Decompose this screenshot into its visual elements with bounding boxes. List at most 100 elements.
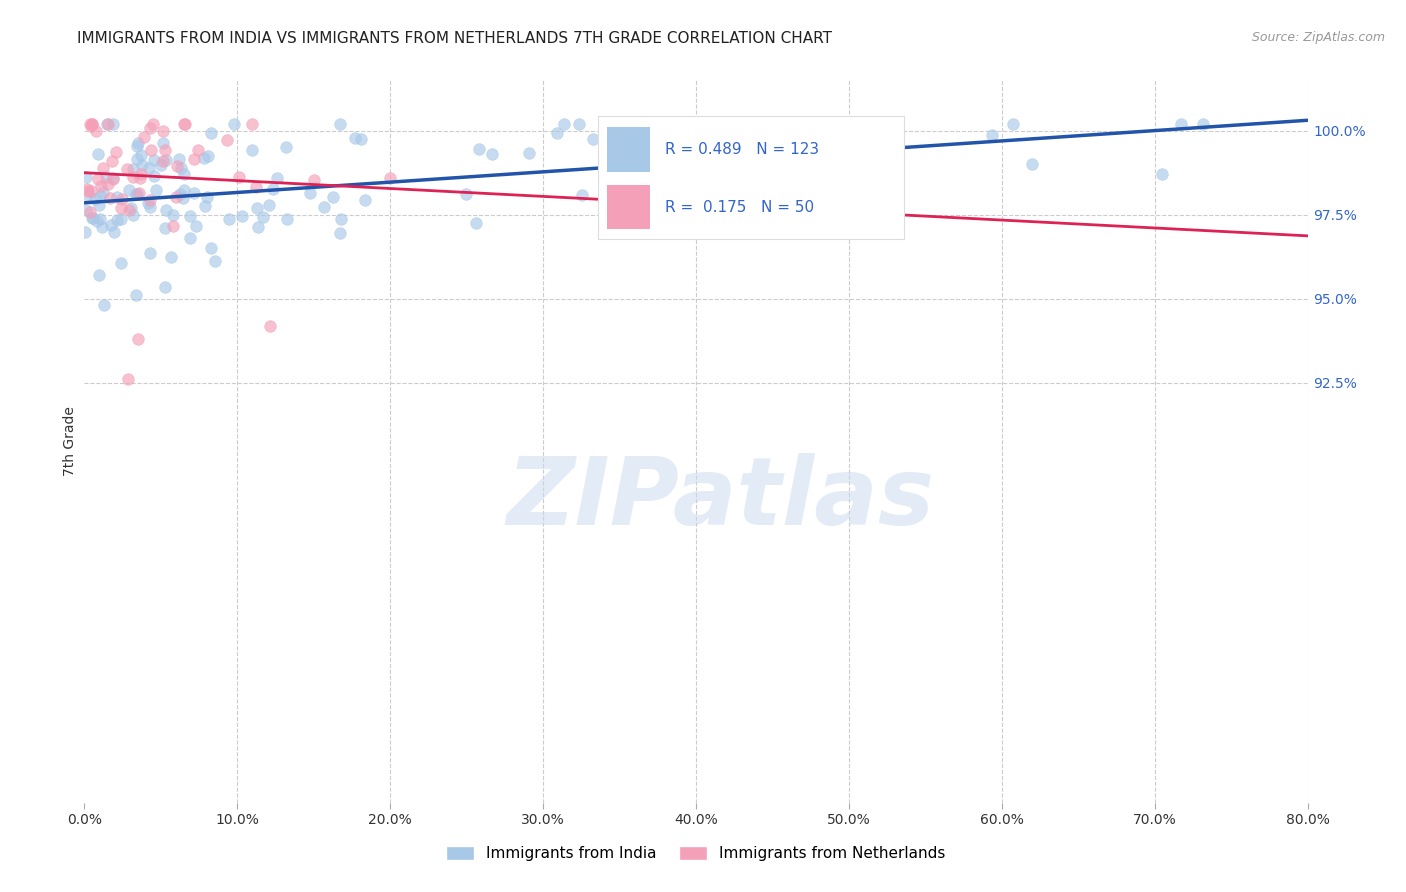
Point bbox=[173, 117, 195, 131]
Point bbox=[118, 203, 141, 218]
Point bbox=[571, 188, 593, 202]
Point bbox=[110, 256, 132, 270]
Point bbox=[101, 154, 124, 169]
Point bbox=[90, 220, 112, 235]
Point bbox=[80, 117, 103, 131]
Point bbox=[173, 117, 195, 131]
Point bbox=[193, 151, 215, 165]
Point bbox=[467, 142, 489, 156]
Point bbox=[169, 186, 191, 201]
Point bbox=[120, 202, 142, 216]
Point bbox=[121, 208, 143, 222]
Point bbox=[139, 193, 162, 207]
Point bbox=[155, 153, 177, 167]
Point bbox=[276, 212, 298, 227]
Point bbox=[582, 132, 605, 146]
Point bbox=[197, 149, 219, 163]
Point bbox=[800, 152, 823, 166]
Point bbox=[103, 171, 125, 186]
Point bbox=[75, 169, 97, 184]
Point bbox=[138, 161, 160, 175]
Point bbox=[262, 182, 284, 196]
Point bbox=[139, 246, 162, 260]
Point bbox=[329, 226, 352, 240]
Point bbox=[127, 187, 149, 202]
Point bbox=[128, 186, 150, 201]
Point bbox=[259, 318, 281, 333]
Point bbox=[155, 203, 177, 218]
Point bbox=[1152, 167, 1174, 181]
Point bbox=[240, 143, 263, 157]
Point bbox=[90, 179, 112, 194]
Point bbox=[200, 127, 222, 141]
Point bbox=[79, 117, 101, 131]
Point bbox=[129, 167, 152, 181]
Point bbox=[464, 215, 486, 229]
Point bbox=[624, 199, 647, 213]
Point bbox=[86, 214, 108, 228]
Point bbox=[343, 131, 366, 145]
Point bbox=[122, 169, 145, 184]
Point bbox=[204, 254, 226, 268]
Point bbox=[769, 206, 792, 220]
Y-axis label: 7th Grade: 7th Grade bbox=[63, 407, 77, 476]
Point bbox=[98, 191, 121, 205]
Point bbox=[298, 186, 321, 200]
Point bbox=[94, 169, 117, 184]
Point bbox=[127, 332, 149, 346]
Point bbox=[183, 153, 205, 167]
Point bbox=[84, 124, 107, 138]
Point bbox=[87, 268, 110, 282]
Point bbox=[187, 144, 209, 158]
Point bbox=[91, 161, 114, 175]
Text: Source: ZipAtlas.com: Source: ZipAtlas.com bbox=[1251, 31, 1385, 45]
Point bbox=[129, 171, 152, 186]
Point bbox=[200, 241, 222, 255]
Point bbox=[183, 186, 205, 200]
Point bbox=[517, 145, 540, 160]
Point bbox=[172, 191, 194, 205]
Point bbox=[121, 161, 143, 176]
Point bbox=[150, 158, 173, 172]
Point bbox=[252, 210, 274, 224]
Point bbox=[125, 186, 148, 201]
Point bbox=[110, 201, 132, 215]
Point bbox=[706, 160, 728, 174]
Point bbox=[139, 144, 162, 158]
Point bbox=[100, 218, 122, 232]
Point bbox=[759, 121, 782, 136]
Point bbox=[73, 225, 96, 239]
Point bbox=[170, 161, 193, 176]
Point bbox=[194, 199, 217, 213]
Point bbox=[354, 194, 377, 208]
Point bbox=[266, 171, 288, 186]
Point bbox=[142, 117, 165, 131]
Point bbox=[152, 123, 174, 137]
Point bbox=[195, 190, 218, 204]
Point bbox=[125, 287, 148, 301]
Text: IMMIGRANTS FROM INDIA VS IMMIGRANTS FROM NETHERLANDS 7TH GRADE CORRELATION CHART: IMMIGRANTS FROM INDIA VS IMMIGRANTS FROM… bbox=[77, 31, 832, 46]
Point bbox=[884, 189, 907, 203]
Point bbox=[1170, 117, 1192, 131]
Point bbox=[218, 212, 240, 227]
Point bbox=[1021, 156, 1043, 170]
Point bbox=[312, 201, 335, 215]
Point bbox=[103, 172, 125, 186]
Point bbox=[125, 139, 148, 153]
Point bbox=[77, 184, 100, 198]
Point bbox=[165, 190, 187, 204]
Point bbox=[546, 126, 568, 140]
Point bbox=[153, 143, 176, 157]
Point bbox=[330, 212, 353, 227]
Point bbox=[167, 152, 190, 166]
Point bbox=[380, 171, 402, 186]
Point bbox=[79, 119, 101, 133]
Point bbox=[80, 211, 103, 225]
Point bbox=[568, 117, 591, 131]
Point bbox=[89, 188, 111, 202]
Point bbox=[553, 117, 575, 131]
Point bbox=[322, 189, 344, 203]
Point bbox=[91, 185, 114, 199]
Point bbox=[481, 147, 503, 161]
Point bbox=[138, 200, 160, 214]
